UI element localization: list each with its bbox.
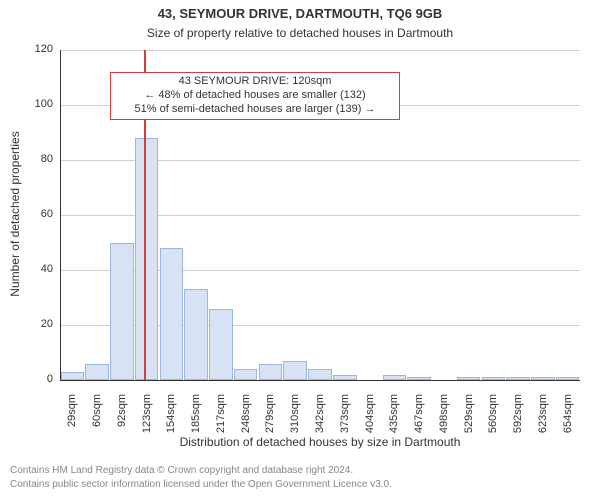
y-tick-label: 40 <box>25 263 53 275</box>
histogram-bar <box>160 248 184 380</box>
y-tick-label: 120 <box>25 43 53 55</box>
annotation-box: 43 SEYMOUR DRIVE: 120sqm← 48% of detache… <box>110 72 400 120</box>
x-axis-line <box>60 380 580 381</box>
y-axis-label: Number of detached properties <box>8 114 22 314</box>
histogram-bar <box>85 364 109 381</box>
y-tick-label: 100 <box>25 98 53 110</box>
histogram-bar <box>259 364 283 381</box>
y-tick-label: 20 <box>25 318 53 330</box>
chart-root: 43, SEYMOUR DRIVE, DARTMOUTH, TQ6 9GB Si… <box>0 0 600 500</box>
annotation-line: 43 SEYMOUR DRIVE: 120sqm <box>115 75 395 89</box>
histogram-bar <box>308 369 332 380</box>
attribution-line-1: Contains HM Land Registry data © Crown c… <box>10 465 353 476</box>
attribution-line-2: Contains public sector information licen… <box>10 479 392 490</box>
histogram-bar <box>234 369 258 380</box>
histogram-bar <box>110 243 134 381</box>
histogram-bar <box>61 372 85 380</box>
histogram-bar <box>135 138 159 380</box>
chart-title: 43, SEYMOUR DRIVE, DARTMOUTH, TQ6 9GB <box>0 6 600 21</box>
histogram-bar <box>283 361 307 380</box>
y-tick-label: 0 <box>25 373 53 385</box>
annotation-line: 51% of semi-detached houses are larger (… <box>115 103 395 117</box>
histogram-bar <box>184 289 208 380</box>
gridline <box>60 50 580 51</box>
y-tick-label: 60 <box>25 208 53 220</box>
histogram-bar <box>209 309 233 381</box>
plot-area: 02040608010012029sqm60sqm92sqm123sqm154s… <box>60 50 580 380</box>
y-tick-label: 80 <box>25 153 53 165</box>
annotation-line: ← 48% of detached houses are smaller (13… <box>115 89 395 103</box>
y-axis-line <box>60 50 61 380</box>
chart-subtitle: Size of property relative to detached ho… <box>0 26 600 40</box>
x-axis-label: Distribution of detached houses by size … <box>60 435 580 449</box>
